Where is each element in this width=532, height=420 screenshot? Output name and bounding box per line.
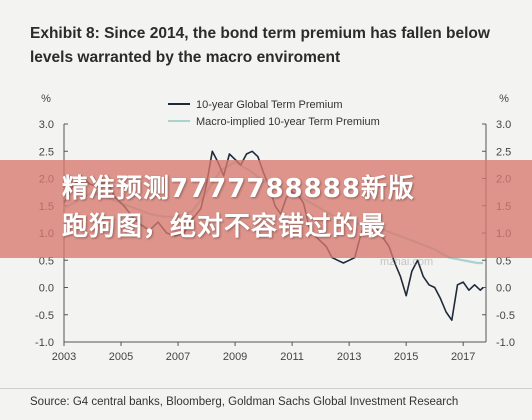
y-unit-left: % [41,93,51,105]
divider [0,388,532,389]
watermark-text: mzhai.com [380,256,434,268]
title-line-2: levels warranted by the macro enviroment [30,49,341,66]
x-tick-label: 2003 [52,351,76,363]
y-tick-label-left: 0.0 [39,283,54,295]
y-tick-label-right: 0.0 [496,283,511,295]
y-tick-label-right: 2.5 [496,146,511,158]
x-tick-label: 2009 [223,351,247,363]
y-tick-label-right: 0.5 [496,255,511,267]
banner-text-line-2: 跑狗图，绝对不容错过的最 [62,212,387,242]
x-tick-label: 2015 [394,351,418,363]
y-tick-label-left: -0.5 [35,310,54,322]
y-tick-label-right: -1.0 [496,337,515,349]
y-tick-label-right: 3.0 [496,119,511,131]
legend-label: Macro-implied 10-year Term Premium [196,116,380,128]
y-tick-label-left: 0.5 [39,255,54,267]
x-tick-label: 2011 [280,351,304,363]
x-tick-label: 2005 [109,351,133,363]
y-tick-label-left: 2.5 [39,146,54,158]
y-tick-label-left: -1.0 [35,337,54,349]
banner-text-line-1: 精准预测7777788888新版 [62,174,415,204]
y-tick-label-right: -0.5 [496,310,515,322]
x-tick-label: 2007 [166,351,190,363]
x-tick-label: 2013 [337,351,361,363]
exhibit-title: Exhibit 8: Since 2014, the bond term pre… [30,22,510,70]
legend-label: 10-year Global Term Premium [196,99,343,111]
x-tick-label: 2017 [451,351,475,363]
overlay-banner [0,160,532,258]
title-line-1: Exhibit 8: Since 2014, the bond term pre… [30,25,490,42]
y-tick-label-left: 3.0 [39,119,54,131]
chart-legend: 10-year Global Term Premium Macro-implied… [168,99,380,128]
source-note: Source: G4 central banks, Bloomberg, Gol… [30,396,459,408]
y-unit-right: % [499,93,509,105]
